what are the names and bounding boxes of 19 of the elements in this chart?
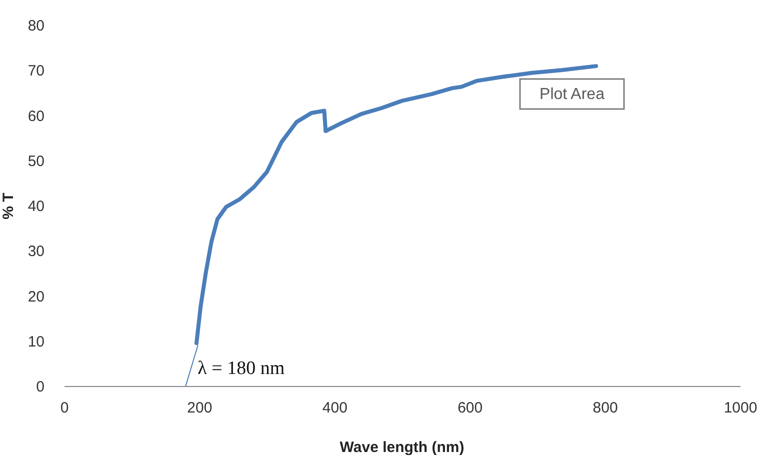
- y-tick-label: 20: [28, 288, 44, 306]
- y-tick-label: 30: [28, 243, 44, 260]
- x-tick-label: 0: [60, 400, 69, 416]
- x-tick-label: 1000: [724, 400, 758, 416]
- x-tick-label: 400: [322, 400, 348, 416]
- y-tick-label: 40: [28, 198, 44, 215]
- y-tick-label: 10: [28, 333, 44, 350]
- y-axis-title: % T: [0, 192, 17, 220]
- x-axis-title: Wave length (nm): [340, 439, 464, 456]
- x-tick-label: 600: [458, 400, 483, 416]
- x-tick-label: 200: [187, 400, 212, 416]
- y-tick-label: 70: [28, 62, 44, 80]
- annotation: Plot Area: [540, 86, 605, 103]
- annotation: λ = 180 nm: [198, 358, 285, 379]
- y-tick-label: 60: [28, 108, 44, 125]
- y-tick-label: 80: [28, 18, 44, 34]
- y-tick-label: 0: [36, 378, 44, 396]
- y-tick-label: 50: [28, 152, 44, 170]
- x-tick-label: 800: [592, 400, 618, 416]
